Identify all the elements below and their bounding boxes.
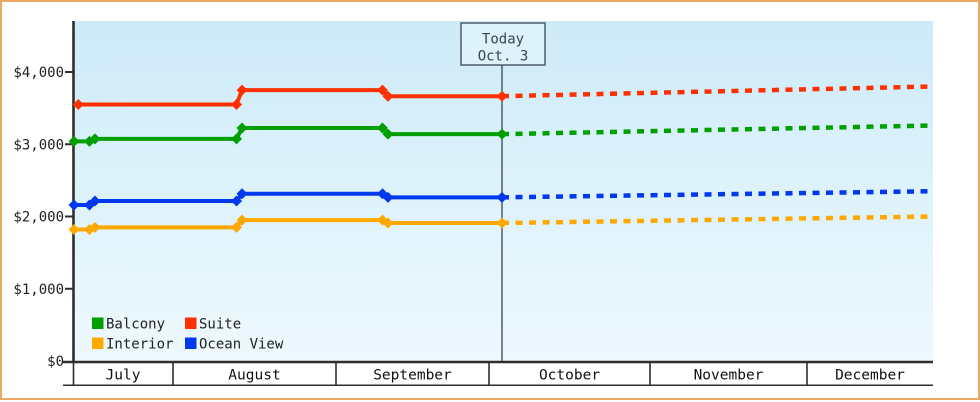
legend-label-ocean-view: Ocean View <box>199 337 284 353</box>
y-tick-label-3000: $3,000 <box>13 137 64 153</box>
data-point-ocean-view <box>496 191 508 203</box>
data-point-ocean-view <box>236 188 248 200</box>
x-axis-month-row: July August September October November D… <box>63 360 933 387</box>
month-label-september: September <box>373 368 452 384</box>
y-tick-label-0: $0 <box>47 354 64 370</box>
data-point-suite <box>231 99 243 111</box>
legend-label-interior: Interior <box>106 337 173 353</box>
forecast-line-suite <box>501 84 934 99</box>
data-point-suite <box>382 90 394 102</box>
month-label-december: December <box>835 368 905 384</box>
today-callout: Today Oct. 3 <box>460 22 546 66</box>
data-point-balcony <box>382 128 394 140</box>
month-label-october: October <box>539 368 600 384</box>
legend-swatch-suite <box>185 317 197 329</box>
today-label: Today <box>482 32 524 48</box>
data-point-suite <box>376 84 388 96</box>
data-point-suite <box>236 84 248 96</box>
y-tick-label-2000: $2,000 <box>13 210 64 226</box>
data-point-ocean-view <box>382 191 394 203</box>
month-label-july: July <box>106 368 141 384</box>
month-label-august: August <box>228 368 280 384</box>
data-point-interior <box>496 217 508 229</box>
data-point-balcony <box>376 122 388 134</box>
forecast-line-balcony <box>501 123 934 137</box>
month-label-november: November <box>694 368 764 384</box>
data-point-ocean-view <box>231 195 243 207</box>
legend-label-balcony: Balcony <box>106 317 165 333</box>
series-ocean-view <box>68 188 934 211</box>
legend-swatch-ocean-view <box>185 337 197 349</box>
legend-label-suite: Suite <box>199 317 241 333</box>
data-point-interior <box>382 217 394 229</box>
data-point-interior <box>231 221 243 233</box>
series-balcony <box>68 122 934 147</box>
forecast-line-ocean-view <box>502 188 934 200</box>
data-point-ocean-view <box>89 195 101 207</box>
data-point-suite <box>72 99 84 111</box>
plot-background <box>74 21 933 361</box>
legend-swatch-interior <box>92 337 104 349</box>
data-point-balcony <box>496 128 508 140</box>
data-point-balcony <box>68 135 80 147</box>
data-point-balcony <box>231 133 243 145</box>
data-point-balcony <box>236 122 248 134</box>
data-point-interior <box>68 224 80 236</box>
data-point-interior <box>89 221 101 233</box>
today-date-label: Oct. 3 <box>478 49 529 65</box>
data-point-ocean-view <box>68 199 80 211</box>
series-line-suite <box>74 88 503 107</box>
y-tick-label-1000: $1,000 <box>13 282 64 298</box>
data-point-suite <box>496 90 508 102</box>
y-tick-label-4000: $4,000 <box>13 65 64 81</box>
y-axis: $4,000 $3,000 $2,000 $1,000 $0 <box>13 21 75 370</box>
data-point-interior <box>236 214 248 226</box>
series-layer <box>68 84 934 236</box>
data-point-balcony <box>89 133 101 145</box>
series-suite <box>72 84 934 111</box>
series-interior <box>68 214 934 236</box>
legend-swatch-balcony <box>92 317 104 329</box>
legend: Balcony Suite Interior Ocean View <box>92 317 284 353</box>
forecast-line-interior <box>502 214 934 226</box>
